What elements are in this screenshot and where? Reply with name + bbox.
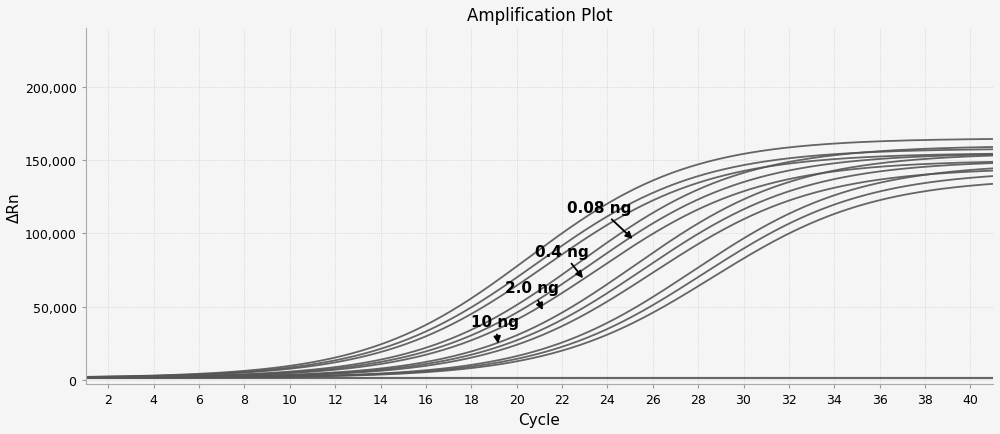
Text: 0.08 ng: 0.08 ng [567, 200, 631, 238]
Text: 2.0 ng: 2.0 ng [505, 281, 559, 309]
X-axis label: Cycle: Cycle [518, 412, 560, 427]
Text: 0.4 ng: 0.4 ng [535, 244, 589, 277]
Text: 10 ng: 10 ng [471, 314, 519, 342]
Title: Amplification Plot: Amplification Plot [467, 7, 612, 25]
Y-axis label: ΔRn: ΔRn [7, 192, 22, 222]
